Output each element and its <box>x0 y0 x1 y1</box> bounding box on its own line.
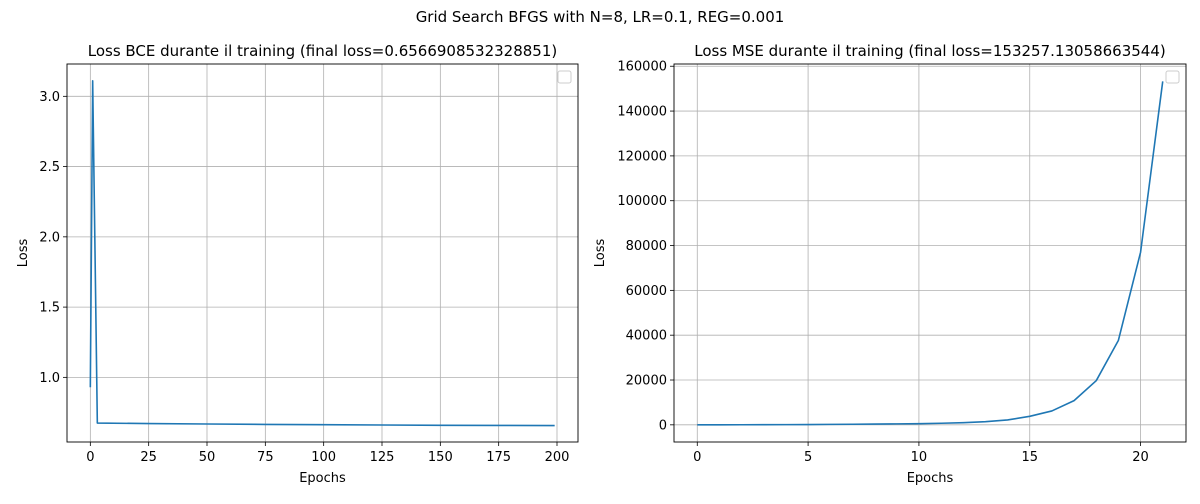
chart-mse-xtick-label: 0 <box>693 450 701 465</box>
chart-bce-title: Loss BCE durante il training (final loss… <box>88 42 558 60</box>
chart-mse-ytick-label: 100000 <box>617 194 667 209</box>
chart-mse-title: Loss MSE durante il training (final loss… <box>694 42 1165 60</box>
chart-mse-xtick-label: 15 <box>1021 450 1038 465</box>
chart-mse-series-line <box>697 81 1164 426</box>
chart-bce-xtick-label: 50 <box>199 450 216 465</box>
chart-bce-xtick-label: 25 <box>140 450 157 465</box>
chart-bce-xlabel: Epochs <box>299 471 346 486</box>
chart-mse-ytick-label: 160000 <box>617 60 667 75</box>
chart-bce-series-line <box>89 80 555 427</box>
chart-bce-ytick-label: 2.5 <box>39 160 60 175</box>
chart-bce-ytick-label: 2.0 <box>39 230 60 245</box>
chart-mse-ytick-label: 40000 <box>626 329 667 344</box>
chart-mse-ytick-label: 20000 <box>626 374 667 389</box>
chart-bce-frame <box>66 63 579 443</box>
chart-mse-frame <box>673 63 1187 443</box>
chart-bce-xtick-label: 175 <box>486 450 511 465</box>
chart-bce-ytick-label: 1.0 <box>39 371 60 386</box>
chart-mse-ylabel: Loss <box>593 239 608 268</box>
chart-mse-ytick-label: 60000 <box>626 284 667 299</box>
chart-bce-xtick-label: 100 <box>311 450 336 465</box>
chart-bce-ytick-label: 3.0 <box>39 90 60 105</box>
chart-bce-xtick-label: 125 <box>370 450 395 465</box>
figure-suptitle: Grid Search BFGS with N=8, LR=0.1, REG=0… <box>416 8 785 26</box>
chart-bce: 0 25 50 75 100 125 150 175 200 1.0 1.5 2.0 2.5 3.0 Lo… <box>16 42 579 486</box>
chart-mse-xtick-label: 5 <box>804 450 812 465</box>
chart-bce-xtick-label: 150 <box>428 450 453 465</box>
chart-mse-ytick-label: 120000 <box>617 149 667 164</box>
chart-mse-xtick-label: 20 <box>1132 450 1149 465</box>
chart-mse-ytick-label: 0 <box>659 418 667 433</box>
chart-mse-xtick-label: 10 <box>911 450 928 465</box>
chart-mse-ytick-label: 80000 <box>626 239 667 254</box>
chart-mse-xlabel: Epochs <box>907 471 954 486</box>
chart-bce-ytick-label: 1.5 <box>39 301 60 316</box>
chart-mse-ytick-label: 140000 <box>617 105 667 120</box>
chart-bce-ylabel: Loss <box>16 239 31 268</box>
chart-bce-xtick-label: 200 <box>545 450 570 465</box>
chart-bce-xtick-label: 0 <box>86 450 94 465</box>
chart-mse-legend <box>1165 70 1180 84</box>
chart-mse: 0 5 10 15 20 0 20000 40000 60000 80000 100000 12000… <box>593 42 1187 486</box>
chart-bce-xtick-label: 75 <box>257 450 274 465</box>
chart-bce-legend <box>557 70 572 84</box>
